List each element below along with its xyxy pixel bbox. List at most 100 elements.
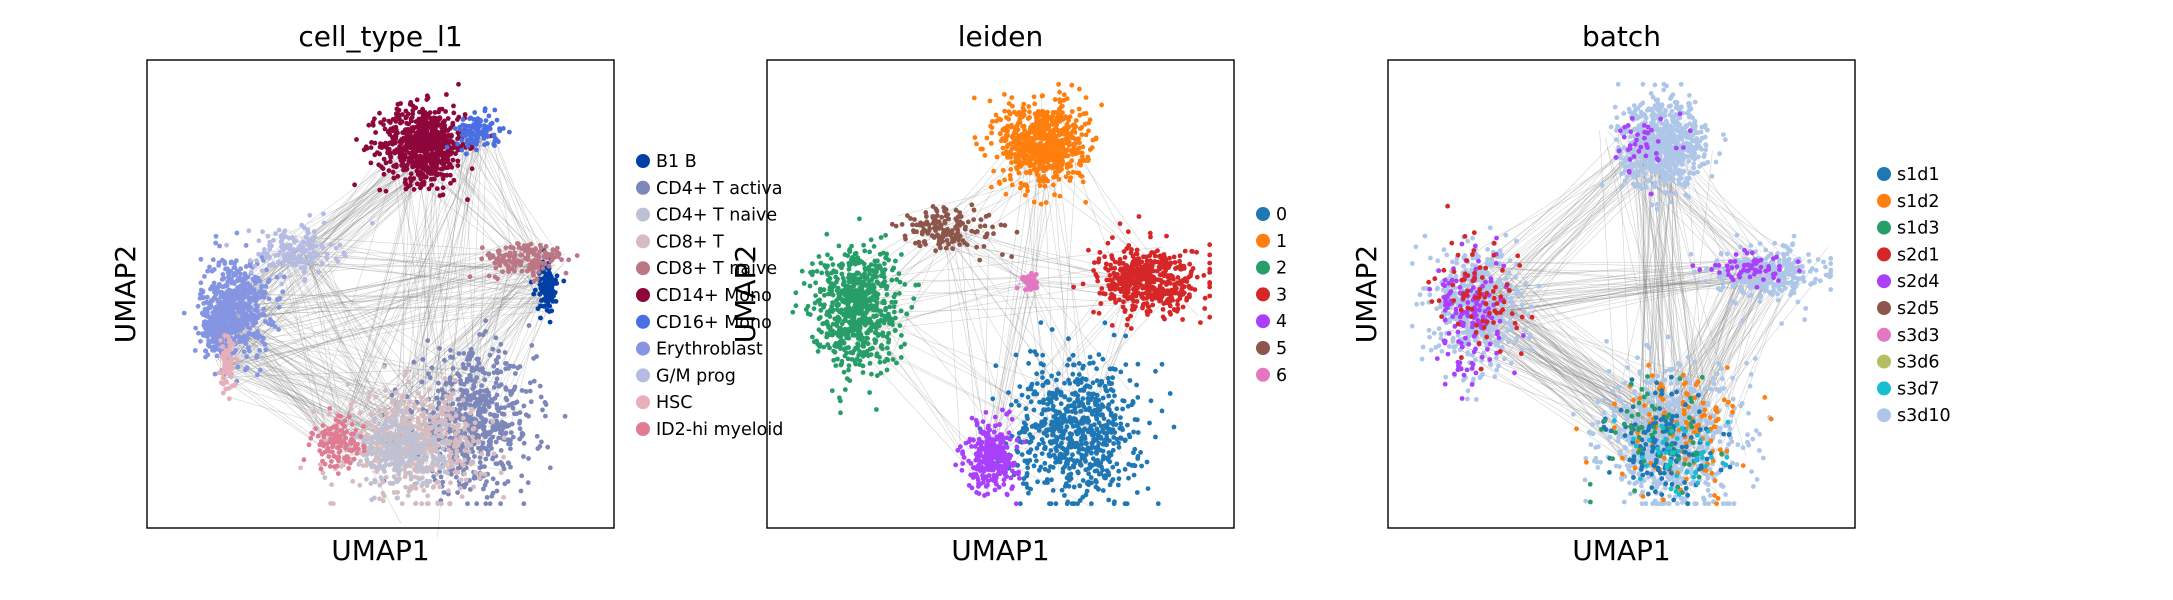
data-point xyxy=(277,272,283,278)
data-point xyxy=(437,136,442,142)
data-point xyxy=(503,387,509,392)
data-point xyxy=(526,456,531,461)
data-point xyxy=(1002,92,1007,97)
data-point xyxy=(321,220,327,226)
data-point xyxy=(387,132,393,137)
data-point xyxy=(988,123,993,129)
data-point xyxy=(1036,165,1042,171)
data-point xyxy=(265,233,271,239)
data-point xyxy=(437,115,443,121)
data-point xyxy=(413,501,418,507)
data-point xyxy=(512,268,517,274)
data-point xyxy=(369,436,374,441)
edge-line xyxy=(826,312,991,492)
data-point xyxy=(206,301,211,306)
data-point xyxy=(1059,158,1065,163)
data-point xyxy=(372,478,377,483)
data-point xyxy=(448,354,453,360)
data-point xyxy=(1059,138,1065,143)
data-point xyxy=(425,170,431,176)
data-point xyxy=(817,342,823,348)
data-point xyxy=(1001,151,1006,157)
data-point xyxy=(433,134,438,140)
data-point xyxy=(533,246,538,252)
legend-marker xyxy=(636,395,650,410)
data-point xyxy=(432,110,438,115)
data-point xyxy=(1076,106,1082,112)
data-point xyxy=(493,439,499,445)
data-point xyxy=(483,396,488,401)
data-point xyxy=(508,446,513,452)
data-point xyxy=(1034,120,1040,126)
data-point xyxy=(241,290,247,296)
data-point xyxy=(260,291,266,296)
data-point xyxy=(297,256,302,261)
data-point xyxy=(263,284,269,289)
data-point xyxy=(450,406,456,412)
edge-line xyxy=(334,140,455,448)
data-point xyxy=(989,119,995,124)
edge-line xyxy=(341,126,481,429)
data-point xyxy=(537,303,543,309)
data-point xyxy=(306,442,312,448)
data-point xyxy=(528,399,534,405)
edge-line xyxy=(236,323,347,444)
data-point xyxy=(423,421,429,427)
data-point xyxy=(267,246,273,252)
data-point xyxy=(428,177,434,182)
data-point xyxy=(1061,97,1067,103)
data-point xyxy=(327,406,333,411)
data-point xyxy=(1042,132,1048,138)
data-point xyxy=(317,442,323,448)
data-point xyxy=(1036,177,1041,183)
data-point xyxy=(839,271,845,277)
data-point xyxy=(227,318,232,323)
data-point xyxy=(498,470,504,476)
data-point xyxy=(247,258,253,264)
data-point xyxy=(443,393,449,399)
data-point xyxy=(540,407,545,413)
data-point xyxy=(344,454,350,459)
data-point xyxy=(561,278,567,284)
data-point xyxy=(445,132,451,138)
data-point xyxy=(397,154,403,160)
data-point xyxy=(411,176,417,181)
data-point xyxy=(507,389,513,394)
data-point xyxy=(1072,136,1078,142)
data-point xyxy=(472,454,477,459)
data-point xyxy=(255,372,260,378)
data-point xyxy=(481,136,487,141)
data-point xyxy=(361,443,366,449)
edge-line xyxy=(232,297,540,305)
data-point xyxy=(482,472,488,477)
data-point xyxy=(517,436,523,442)
data-point xyxy=(221,381,226,387)
data-point xyxy=(1002,177,1007,183)
data-point xyxy=(396,428,402,433)
edge-line xyxy=(422,150,438,418)
data-point xyxy=(276,227,282,233)
data-point xyxy=(220,390,226,396)
data-point xyxy=(322,428,328,434)
data-point xyxy=(326,454,332,459)
data-point xyxy=(381,156,387,162)
data-point xyxy=(454,448,460,453)
edge-line xyxy=(444,148,551,251)
data-point xyxy=(421,488,427,493)
data-point xyxy=(519,388,525,393)
x-axis-label: UMAP1 xyxy=(331,534,430,567)
data-point xyxy=(438,426,443,431)
data-point xyxy=(1016,170,1022,176)
data-point xyxy=(254,354,260,360)
data-point xyxy=(1042,183,1048,189)
data-point xyxy=(392,447,397,453)
data-point xyxy=(860,370,866,375)
data-point xyxy=(1078,162,1083,168)
data-point xyxy=(1031,199,1037,205)
data-point xyxy=(550,299,556,304)
legend-label: ID2-hi myeloid xyxy=(656,420,783,440)
data-point xyxy=(422,442,428,448)
data-point xyxy=(414,480,420,486)
data-point xyxy=(483,118,489,123)
data-point xyxy=(447,172,453,178)
